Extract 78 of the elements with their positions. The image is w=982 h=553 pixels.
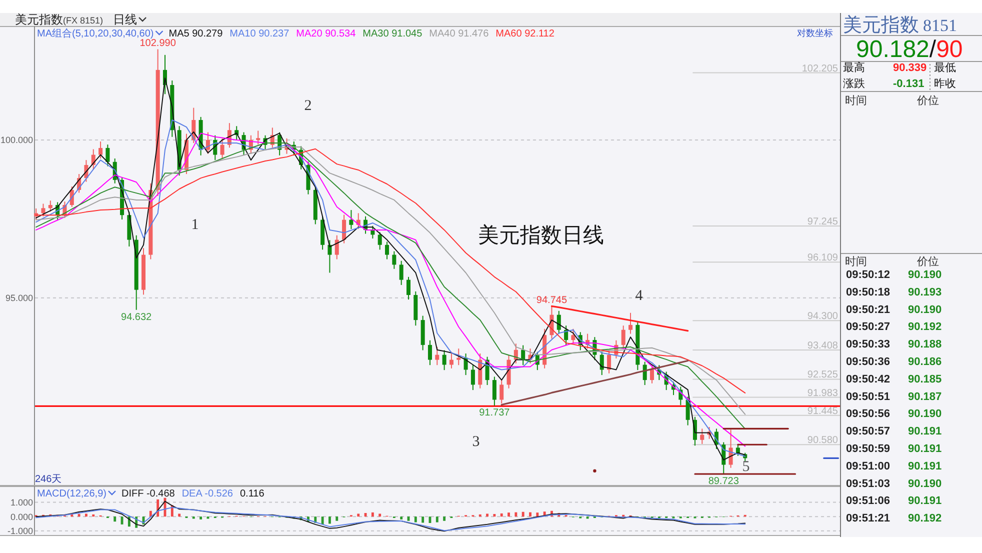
legend-title: MACD(12,26,9): [37, 488, 106, 500]
text: 价位: [916, 95, 939, 107]
y-tick-label: 09:51:21: [846, 512, 890, 525]
legend-title: MA组合(5,10,20,30,40,60): [37, 28, 154, 40]
y-tick-label: 09:50:33: [846, 338, 890, 351]
annotation: 对数坐标: [797, 28, 833, 38]
series-label: DIFF -0.468: [121, 488, 176, 500]
annotation: 91.983: [807, 388, 838, 399]
annotation: 90.580: [807, 435, 838, 446]
y-tick-label: 95.000: [5, 293, 33, 304]
text: 8151: [923, 16, 957, 35]
y-tick-label: 09:50:27: [846, 321, 890, 334]
y-tick-label: 09:50:42: [846, 373, 890, 386]
y-tick-label: 09:50:21: [846, 304, 890, 316]
y-tick-label: 1.000: [10, 497, 33, 508]
y-tick-label: 09:51:00: [846, 460, 890, 472]
chart-title: 美元指数(FX 8151): [15, 12, 104, 26]
annotation: 美元指数日线: [478, 224, 604, 247]
text: 94.632: [121, 312, 152, 323]
text: 102.990: [140, 38, 176, 50]
annotation: 4: [635, 288, 644, 304]
annotation: 2: [304, 98, 312, 114]
y-tick-label: 09:50:12: [846, 269, 890, 281]
y-tick-label: 09:50:59: [846, 443, 890, 455]
y-tick-label: 09:50:36: [846, 356, 890, 368]
annotation: 94.300: [807, 311, 838, 322]
legend: MACD(12,26,9) DIFF -0.468 DEA -0.526: [37, 488, 233, 500]
annotation: 92.525: [807, 370, 838, 381]
chart-subtitle: 日线: [113, 12, 138, 26]
text: 涨跌: [843, 78, 865, 90]
annotation: 1: [191, 217, 199, 233]
y-tick-label: -1.000: [7, 526, 33, 536]
y-tick-label: 09:51:03: [846, 478, 890, 490]
y-axis-title: 时间: [845, 255, 867, 268]
text: 94.745: [536, 295, 568, 306]
series-label: DEA -0.526: [182, 488, 234, 500]
data-label: 90.192: [908, 512, 942, 525]
annotation: 96.109: [807, 252, 838, 264]
data-label: 90.192: [908, 321, 942, 334]
data-label: 90.188: [908, 338, 942, 351]
annotation: 102.205: [802, 63, 838, 74]
annotation: 5: [742, 459, 750, 475]
data-label: 90.191: [908, 495, 942, 508]
annotation: 0.116: [240, 488, 265, 500]
data-label: 90.191: [908, 460, 942, 472]
data-label: 90.185: [908, 373, 942, 386]
text: 昨收: [934, 78, 956, 90]
data-label: 90.186: [908, 356, 942, 368]
annotation: 93.408: [807, 340, 838, 352]
text: 时间: [845, 94, 867, 107]
data-label: 90.190: [908, 478, 942, 490]
y-tick-label: 09:50:51: [846, 390, 890, 403]
data-label: 90.191: [908, 443, 942, 455]
annotation: 97.245: [807, 216, 838, 228]
data-label: 90.190: [908, 269, 942, 281]
y-tick-label: 09:51:06: [846, 495, 890, 508]
data-label: 90.190: [908, 408, 942, 420]
data-label: 90.193: [908, 286, 942, 298]
y-tick-label: 09:50:18: [846, 286, 890, 298]
legend: MA组合(5,10,20,30,40,60) MA5 90.279 MA10 90.237 MA20 90.534 MA30 91.045 MA40 91.476 MA60 92.112: [37, 28, 554, 40]
text: -0.131: [893, 78, 924, 90]
y-tick-label: 100.000: [0, 135, 33, 146]
text: 91.737: [479, 408, 510, 419]
y-tick-label: 09:50:57: [846, 426, 890, 438]
annotation: 3: [472, 434, 480, 450]
data-label: 90.191: [908, 426, 942, 438]
text: 90.339: [893, 62, 927, 74]
annotation: 246天: [35, 474, 62, 485]
text: 最低: [934, 62, 956, 74]
data-label: 90.187: [908, 390, 942, 403]
y-tick-label: 0.000: [10, 512, 33, 522]
data-label: 90.190: [908, 304, 942, 316]
text: 89.723: [708, 476, 739, 487]
y-tick-label: 09:50:56: [846, 408, 890, 420]
annotation: 91.445: [807, 406, 838, 417]
text: 90.182/90: [856, 36, 963, 63]
text: 美元指数: [843, 14, 919, 36]
text: 最高: [843, 61, 865, 74]
